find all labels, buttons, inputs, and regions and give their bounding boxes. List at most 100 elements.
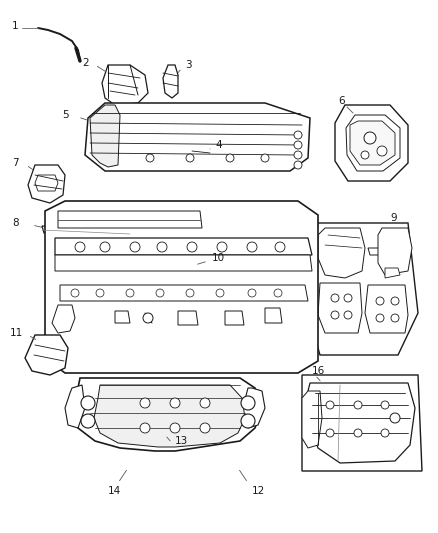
Circle shape bbox=[331, 294, 339, 302]
Text: 14: 14 bbox=[108, 486, 121, 496]
Polygon shape bbox=[60, 285, 308, 301]
Circle shape bbox=[170, 423, 180, 433]
Circle shape bbox=[294, 141, 302, 149]
Polygon shape bbox=[58, 211, 202, 228]
Text: 12: 12 bbox=[252, 486, 265, 496]
Circle shape bbox=[376, 314, 384, 322]
Circle shape bbox=[81, 396, 95, 410]
Text: 3: 3 bbox=[185, 60, 192, 70]
Text: 8: 8 bbox=[12, 218, 19, 228]
Polygon shape bbox=[45, 201, 318, 373]
Text: 9: 9 bbox=[390, 213, 397, 223]
Circle shape bbox=[361, 151, 369, 159]
Circle shape bbox=[248, 289, 256, 297]
Circle shape bbox=[294, 161, 302, 169]
Circle shape bbox=[381, 429, 389, 437]
Circle shape bbox=[331, 311, 339, 319]
Text: 2: 2 bbox=[82, 58, 88, 68]
Circle shape bbox=[187, 242, 197, 252]
Polygon shape bbox=[65, 385, 85, 428]
Circle shape bbox=[100, 242, 110, 252]
Text: 5: 5 bbox=[62, 110, 69, 120]
Circle shape bbox=[186, 289, 194, 297]
Circle shape bbox=[200, 398, 210, 408]
Polygon shape bbox=[90, 105, 120, 167]
Circle shape bbox=[200, 423, 210, 433]
Polygon shape bbox=[28, 165, 65, 203]
Circle shape bbox=[130, 242, 140, 252]
Circle shape bbox=[344, 311, 352, 319]
Polygon shape bbox=[308, 383, 415, 463]
Polygon shape bbox=[178, 311, 198, 325]
Circle shape bbox=[364, 132, 376, 144]
Polygon shape bbox=[225, 311, 244, 325]
Polygon shape bbox=[365, 285, 408, 333]
Circle shape bbox=[186, 154, 194, 162]
Circle shape bbox=[75, 242, 85, 252]
Polygon shape bbox=[302, 375, 422, 471]
Polygon shape bbox=[94, 385, 245, 447]
Circle shape bbox=[216, 289, 224, 297]
Polygon shape bbox=[115, 311, 130, 323]
Circle shape bbox=[146, 154, 154, 162]
Polygon shape bbox=[25, 335, 68, 375]
Polygon shape bbox=[35, 175, 58, 191]
Polygon shape bbox=[378, 228, 412, 275]
Circle shape bbox=[71, 289, 79, 297]
Polygon shape bbox=[72, 378, 262, 451]
Text: 6: 6 bbox=[338, 96, 345, 106]
Circle shape bbox=[274, 289, 282, 297]
Polygon shape bbox=[55, 238, 312, 255]
Circle shape bbox=[170, 398, 180, 408]
Text: 13: 13 bbox=[175, 436, 188, 446]
Circle shape bbox=[391, 314, 399, 322]
Circle shape bbox=[344, 294, 352, 302]
Polygon shape bbox=[318, 228, 365, 278]
Polygon shape bbox=[302, 391, 322, 448]
Circle shape bbox=[156, 289, 164, 297]
Circle shape bbox=[376, 297, 384, 305]
Polygon shape bbox=[42, 226, 132, 237]
Polygon shape bbox=[52, 305, 75, 333]
Circle shape bbox=[390, 413, 400, 423]
Circle shape bbox=[143, 313, 153, 323]
Circle shape bbox=[241, 396, 255, 410]
Circle shape bbox=[140, 423, 150, 433]
Text: 4: 4 bbox=[215, 140, 222, 150]
Circle shape bbox=[247, 242, 257, 252]
Polygon shape bbox=[385, 268, 400, 278]
Circle shape bbox=[241, 414, 255, 428]
Polygon shape bbox=[192, 145, 212, 161]
Circle shape bbox=[326, 429, 334, 437]
Circle shape bbox=[217, 242, 227, 252]
Polygon shape bbox=[265, 308, 282, 323]
Polygon shape bbox=[350, 121, 395, 165]
Circle shape bbox=[354, 429, 362, 437]
Polygon shape bbox=[102, 65, 148, 105]
Text: 1: 1 bbox=[12, 21, 19, 31]
Polygon shape bbox=[368, 248, 398, 255]
Circle shape bbox=[126, 289, 134, 297]
Polygon shape bbox=[308, 223, 418, 355]
Text: 10: 10 bbox=[212, 253, 225, 263]
Circle shape bbox=[294, 151, 302, 159]
Circle shape bbox=[157, 242, 167, 252]
Circle shape bbox=[377, 146, 387, 156]
Polygon shape bbox=[346, 115, 400, 171]
Circle shape bbox=[391, 297, 399, 305]
Circle shape bbox=[294, 131, 302, 139]
Circle shape bbox=[326, 401, 334, 409]
Circle shape bbox=[81, 414, 95, 428]
Polygon shape bbox=[55, 255, 312, 271]
Text: 16: 16 bbox=[312, 366, 325, 376]
Circle shape bbox=[96, 289, 104, 297]
Polygon shape bbox=[163, 65, 178, 98]
Circle shape bbox=[140, 398, 150, 408]
Circle shape bbox=[226, 154, 234, 162]
Circle shape bbox=[354, 401, 362, 409]
Text: 11: 11 bbox=[10, 328, 23, 338]
Text: 7: 7 bbox=[12, 158, 19, 168]
Polygon shape bbox=[85, 103, 310, 171]
Circle shape bbox=[275, 242, 285, 252]
Polygon shape bbox=[242, 388, 265, 428]
